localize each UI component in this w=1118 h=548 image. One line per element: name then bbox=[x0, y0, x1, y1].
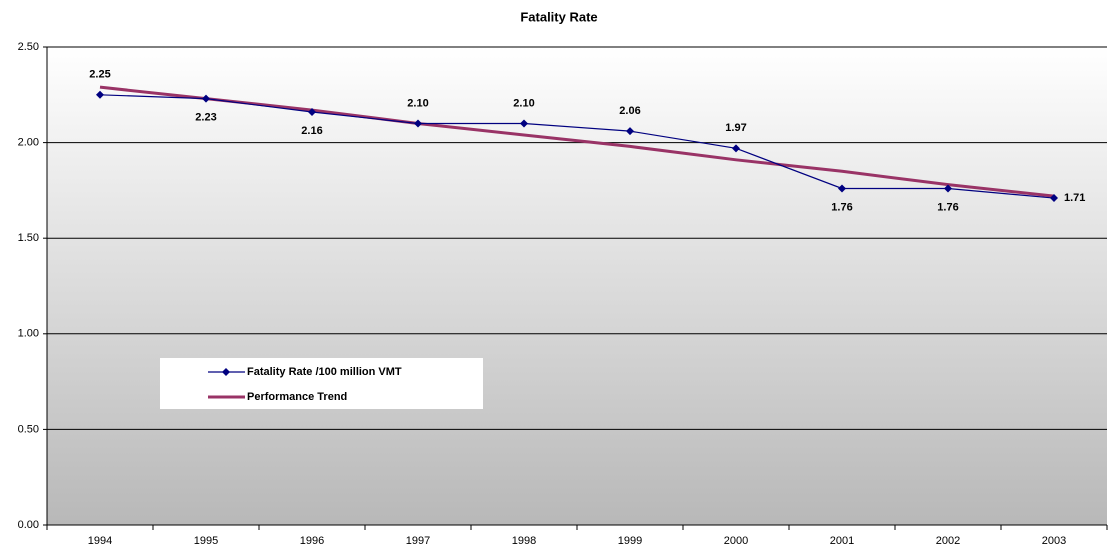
marker bbox=[1050, 194, 1058, 203]
x-tick-label: 2001 bbox=[830, 535, 854, 547]
x-tick-label: 1997 bbox=[406, 535, 430, 547]
y-tick-label: 0.50 bbox=[18, 423, 39, 435]
data-label: 1.71 bbox=[1064, 192, 1085, 204]
y-tick-label: 2.00 bbox=[18, 137, 39, 149]
marker bbox=[202, 94, 210, 103]
legend-label: Performance Trend bbox=[247, 391, 347, 403]
y-tick-label: 2.50 bbox=[18, 41, 39, 53]
data-label: 2.23 bbox=[195, 112, 216, 124]
marker bbox=[308, 108, 316, 117]
x-tick-label: 1994 bbox=[88, 535, 112, 547]
x-tick-label: 1999 bbox=[618, 535, 642, 547]
marker bbox=[944, 184, 952, 193]
trend-line bbox=[99, 85, 1055, 198]
data-label: 1.76 bbox=[937, 201, 958, 213]
legend-label: Fatality Rate /100 million VMT bbox=[247, 366, 402, 378]
marker bbox=[732, 144, 740, 153]
marker bbox=[96, 90, 104, 99]
series-line bbox=[99, 94, 1055, 199]
marker bbox=[414, 119, 422, 128]
chart-title: Fatality Rate bbox=[520, 9, 597, 24]
data-label: 2.10 bbox=[513, 97, 534, 109]
legend-marker bbox=[222, 368, 230, 376]
legend bbox=[160, 358, 483, 409]
x-tick-label: 1995 bbox=[194, 535, 218, 547]
x-tick-label: 2003 bbox=[1042, 535, 1066, 547]
x-tick-label: 1998 bbox=[512, 535, 536, 547]
data-label: 2.10 bbox=[407, 97, 428, 109]
x-tick-label: 2002 bbox=[936, 535, 960, 547]
data-label: 1.97 bbox=[725, 122, 746, 134]
x-tick-label: 1996 bbox=[300, 535, 324, 547]
marker bbox=[838, 184, 846, 193]
data-label: 1.76 bbox=[831, 201, 852, 213]
x-tick-label: 2000 bbox=[724, 535, 748, 547]
marker bbox=[520, 119, 528, 128]
marker bbox=[626, 127, 634, 136]
y-tick-label: 1.00 bbox=[18, 328, 39, 340]
y-tick-label: 0.00 bbox=[18, 519, 39, 531]
plot-area bbox=[47, 47, 1107, 525]
data-label: 2.16 bbox=[301, 125, 322, 137]
data-label: 2.25 bbox=[89, 69, 110, 81]
y-tick-label: 1.50 bbox=[18, 232, 39, 244]
data-label: 2.06 bbox=[619, 105, 640, 117]
